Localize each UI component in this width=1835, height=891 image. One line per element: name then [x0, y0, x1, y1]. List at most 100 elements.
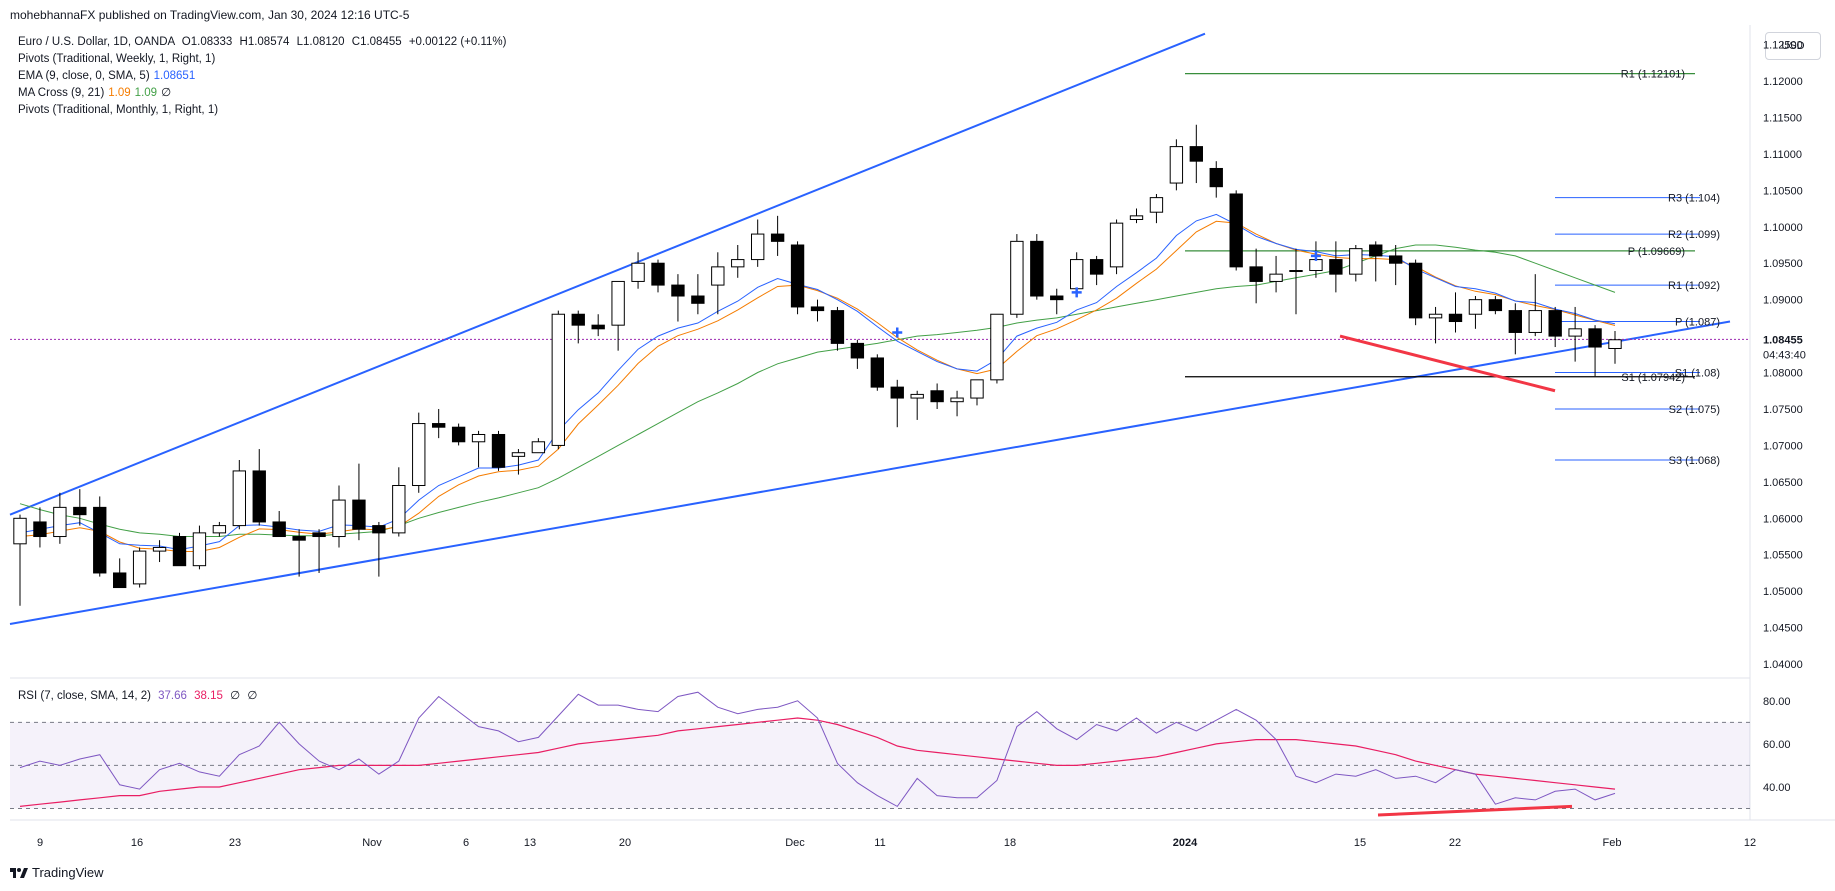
price-tick-label: 1.08000 — [1763, 368, 1803, 380]
candle-body — [1249, 266, 1263, 282]
price-tick-label: 1.12500 — [1763, 40, 1803, 52]
rsi-label[interactable]: RSI (7, close, SMA, 14, 2) — [18, 690, 151, 702]
candle-body — [1289, 270, 1303, 273]
candle-body — [232, 470, 246, 527]
candle-body — [910, 393, 924, 399]
weekly-pivot-label: S3 (1.068) — [1669, 455, 1720, 467]
time-tick-label: 22 — [1449, 837, 1461, 849]
candle-body — [312, 532, 326, 538]
price-tick-label: 1.09000 — [1763, 295, 1803, 307]
candle-body — [192, 532, 207, 567]
rsi-tick-label: 60.00 — [1763, 739, 1791, 751]
ma-cross-marker — [892, 327, 903, 338]
price-tick-label: 1.07000 — [1763, 440, 1803, 452]
candle-body — [770, 233, 785, 242]
rsi-legend: RSI (7, close, SMA, 14, 2) 37.66 38.15 ∅… — [18, 688, 257, 702]
price-divergence-line — [1339, 334, 1556, 393]
candle-body — [1129, 215, 1144, 220]
candle-body — [790, 244, 805, 308]
weekly-pivot-label: S1 (1.08) — [1675, 368, 1720, 380]
candle-body — [13, 517, 27, 545]
candle-body — [292, 536, 306, 541]
candle-body — [1428, 313, 1443, 319]
weekly-pivot-label: R2 (1.099) — [1668, 229, 1720, 241]
candle-body — [471, 433, 486, 443]
candle-body — [1369, 244, 1383, 257]
candle-body — [731, 259, 745, 268]
price-tick-label: 1.04500 — [1763, 623, 1803, 635]
rsi-extra-1: ∅ — [230, 690, 241, 702]
candle-body — [1468, 299, 1483, 315]
symbol-legend-row: Euro / U.S. Dollar, 1D, OANDA O1.08333 H… — [18, 34, 506, 51]
weekly-pivot-label: R3 (1.104) — [1668, 193, 1720, 205]
candle-body — [810, 306, 825, 312]
time-tick-label: 11 — [874, 837, 885, 849]
candle-body — [1050, 295, 1064, 301]
candle-body — [1309, 259, 1323, 272]
candle-body — [870, 357, 884, 388]
candle-body — [332, 499, 346, 538]
currency-button[interactable]: USD — [1765, 32, 1821, 60]
candle-body — [1109, 222, 1124, 268]
candle-body — [33, 521, 47, 538]
candle-body — [651, 262, 665, 286]
candle-body — [212, 525, 227, 534]
weekly-pivot-label: R1 (1.092) — [1668, 280, 1720, 292]
candle-body — [372, 525, 386, 534]
monthly-pivot-label: P (1.09669) — [1628, 246, 1685, 258]
candle-body — [1070, 259, 1084, 290]
candle-body — [352, 499, 366, 530]
price-tick-label: 1.05000 — [1763, 586, 1803, 598]
time-tick-label: 23 — [229, 837, 241, 849]
publisher-header: mohebhannaFX published on TradingView.co… — [10, 8, 410, 22]
last-price-label: 1.08455 — [1763, 334, 1803, 346]
candle-body — [113, 572, 127, 589]
candle-body — [611, 280, 625, 326]
candle-body — [671, 284, 685, 297]
time-tick-label: Feb — [1603, 837, 1622, 849]
candle-body — [1389, 255, 1403, 264]
candle-body — [1329, 259, 1343, 275]
candle-body — [172, 536, 187, 567]
candle-body — [551, 313, 565, 446]
time-tick-label: 18 — [1004, 837, 1016, 849]
rsi-band — [10, 722, 1750, 809]
lower-trendline — [9, 320, 1731, 625]
symbol-title[interactable]: Euro / U.S. Dollar, 1D, OANDA — [18, 36, 175, 48]
ohlc-open: O1.08333 — [181, 36, 233, 48]
candle-body — [691, 295, 705, 304]
candle-body — [1349, 248, 1363, 275]
pivots-monthly-label[interactable]: Pivots (Traditional, Monthly, 1, Right, … — [18, 104, 219, 116]
candle-body — [272, 521, 286, 538]
candle-body — [1010, 240, 1024, 315]
time-tick-label: Dec — [785, 837, 805, 849]
candle-body — [93, 506, 107, 574]
time-tick-label: 16 — [131, 837, 143, 849]
footer-brand-text: TradingView — [32, 865, 104, 880]
candle-body — [591, 324, 605, 330]
ohlc-high: H1.08574 — [239, 36, 290, 48]
time-tick-label: 20 — [619, 837, 631, 849]
candle-body — [1089, 259, 1104, 275]
candle-body — [451, 426, 466, 443]
price-tick-label: 1.05500 — [1763, 550, 1803, 562]
ma-cross-label[interactable]: MA Cross (9, 21) — [18, 87, 105, 99]
pivots-weekly-label[interactable]: Pivots (Traditional, Weekly, 1, Right, 1… — [18, 53, 216, 65]
ohlc-low: L1.08120 — [296, 36, 345, 48]
ohlc-close: C1.08455 — [351, 36, 402, 48]
candle-body — [1608, 339, 1622, 349]
footer-brand: TradingView — [10, 865, 104, 880]
candle-body — [1528, 310, 1542, 333]
ema-label[interactable]: EMA (9, close, 0, SMA, 5) — [18, 70, 150, 82]
candle-body — [152, 546, 167, 552]
ma-cross-marker — [1310, 250, 1321, 261]
candle-body — [1030, 240, 1044, 297]
time-tick-label: 2024 — [1173, 837, 1198, 849]
tradingview-logo-icon — [10, 867, 28, 878]
indicator-legend: Euro / U.S. Dollar, 1D, OANDA O1.08333 H… — [18, 34, 506, 119]
upper-trendline — [9, 32, 1206, 516]
candle-body — [930, 390, 944, 403]
candle-body — [1488, 299, 1503, 312]
weekly-pivot-label: P (1.087) — [1675, 317, 1720, 329]
